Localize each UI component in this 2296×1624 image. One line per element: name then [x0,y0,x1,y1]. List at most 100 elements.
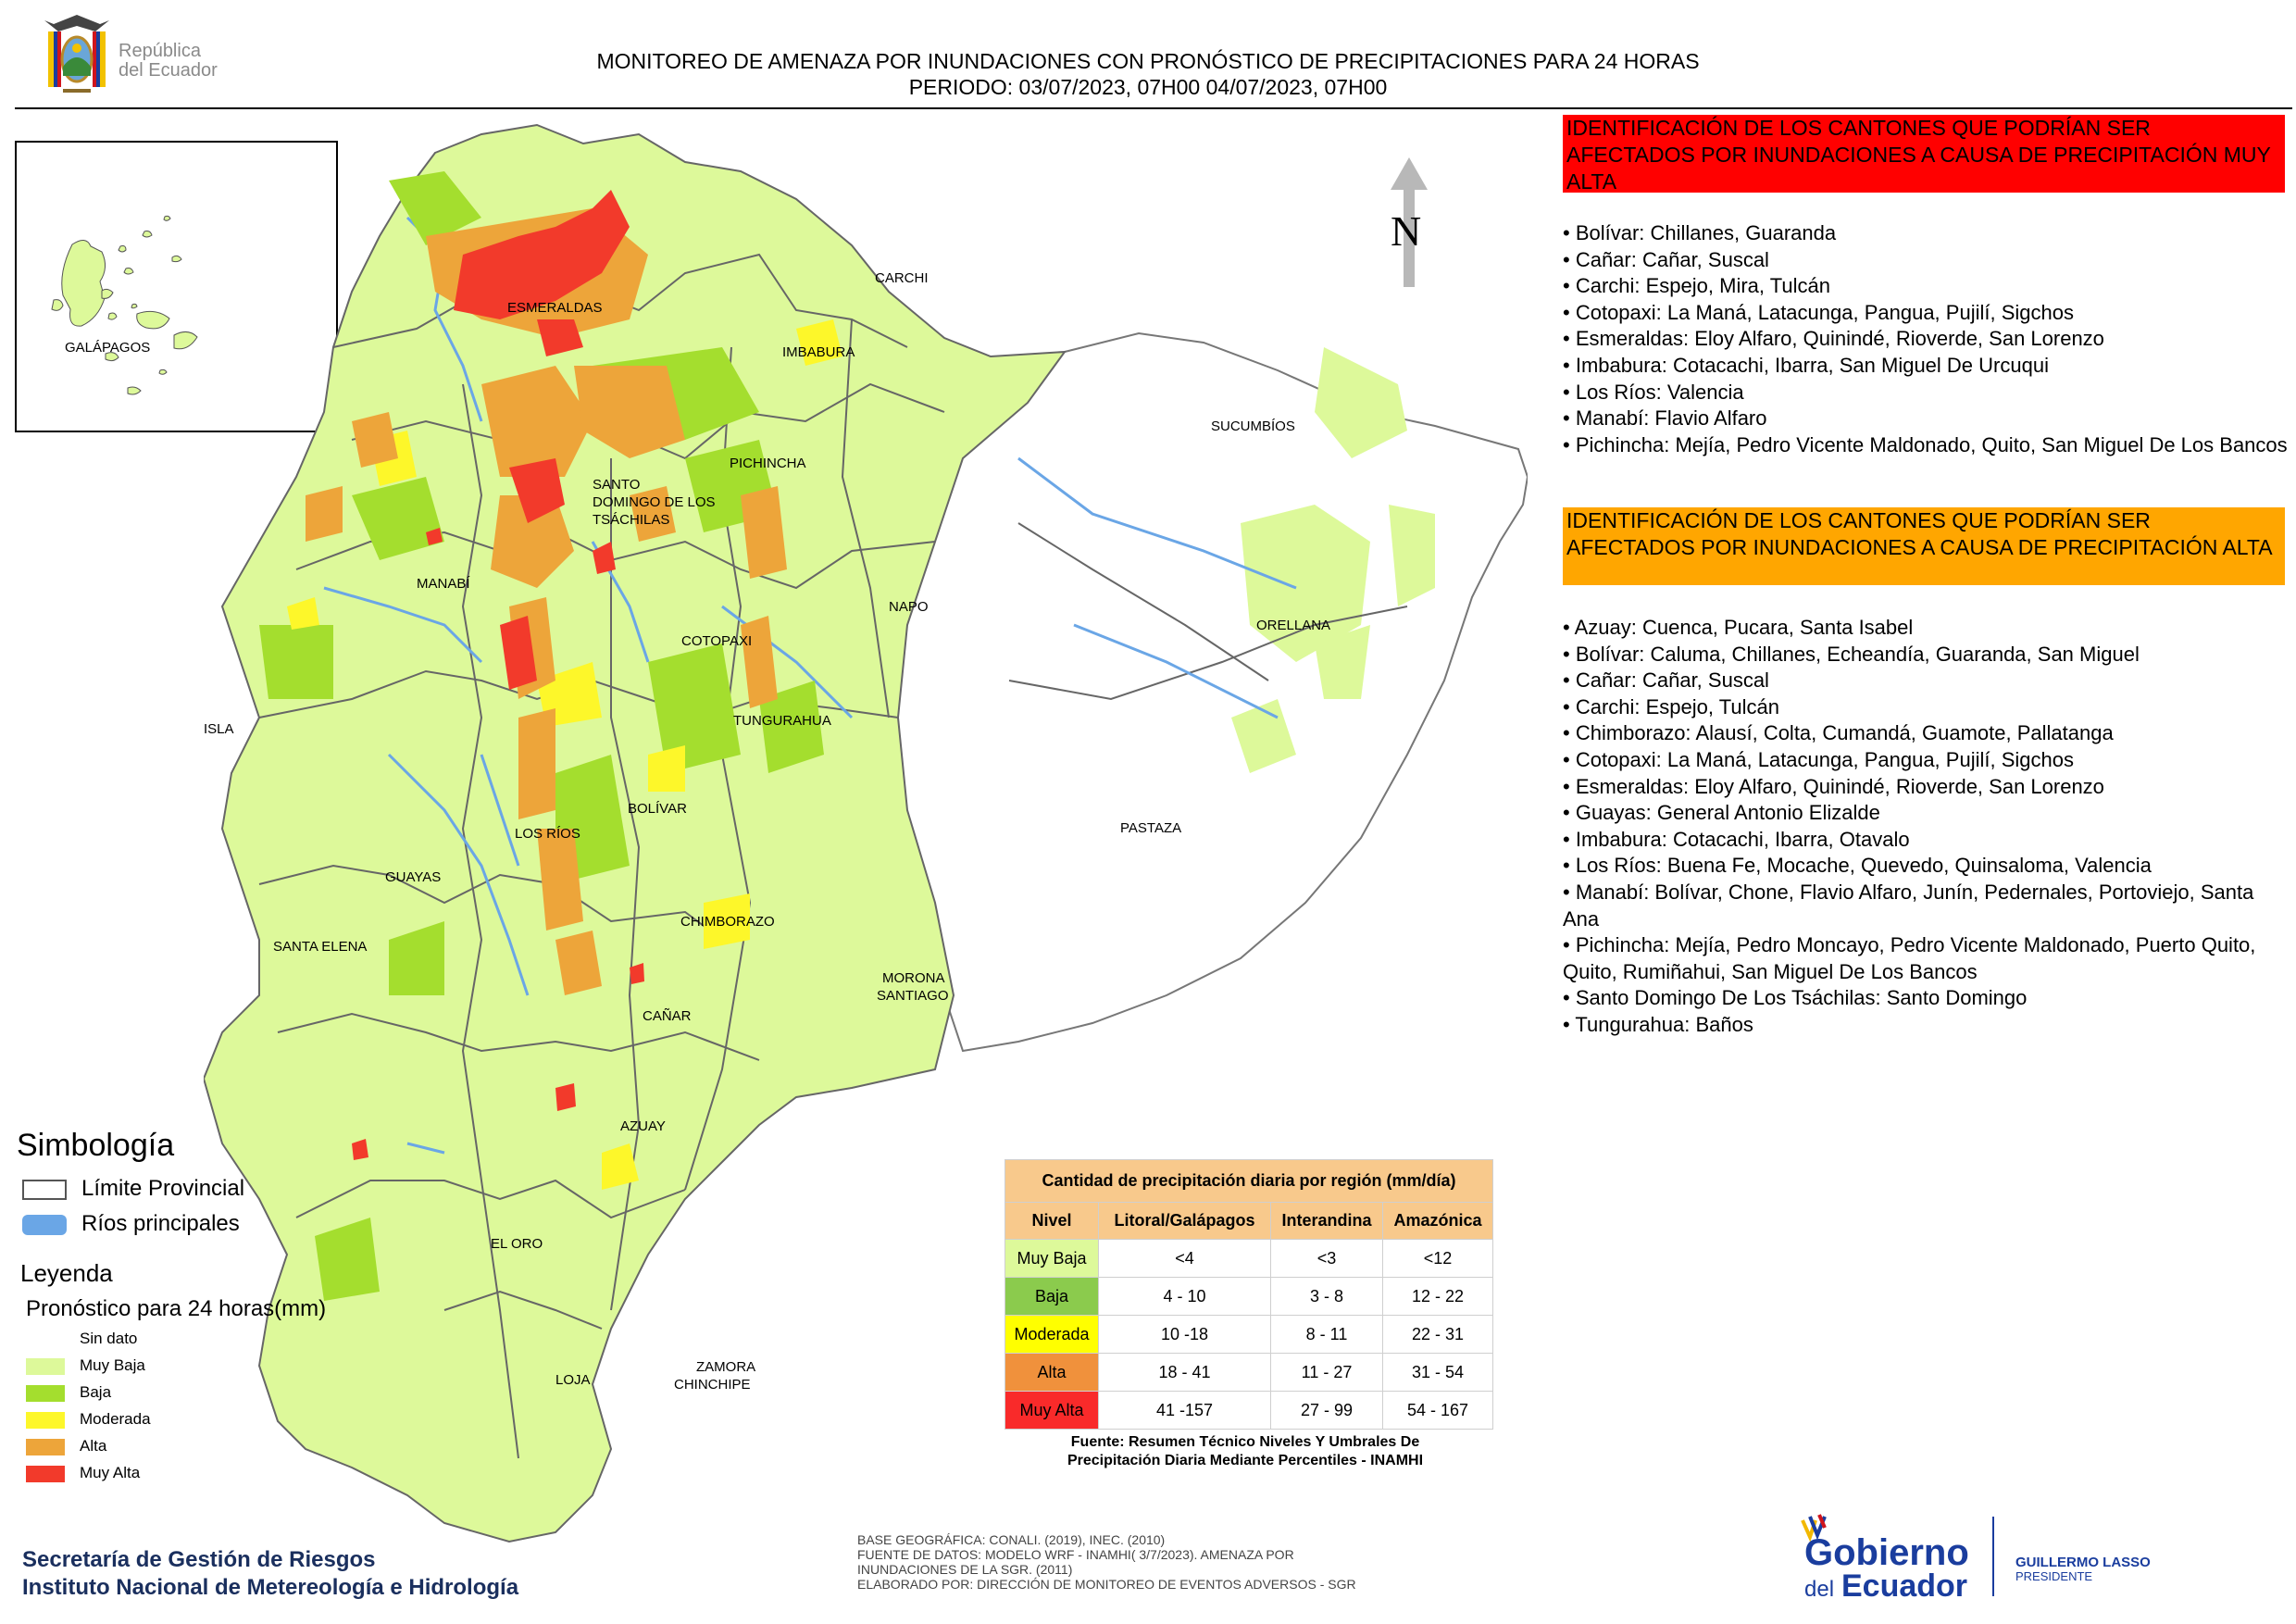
galapagos-inset: GALÁPAGOS [15,141,338,432]
table-header: Nivel [1004,1202,1099,1240]
list-item: Los Ríos: Buena Fe, Mocache, Quevedo, Qu… [1563,853,2294,880]
republic-line-1: República [119,41,201,61]
table-level-cell: Moderada [1004,1315,1099,1354]
symbology-rivers-row: Ríos principales [22,1211,240,1237]
legend-title: Leyenda [20,1259,113,1287]
table-title: Cantidad de precipitación diaria por reg… [1004,1159,1493,1203]
label-guayas: GUAYAS [385,869,441,885]
province-labels: ESMERALDAS CARCHI IMBABURA SUCUMBÍOS PIC… [204,270,1330,1393]
precipitation-patches [259,171,842,1301]
list-item: Tungurahua: Baños [1563,1012,2294,1039]
republic-label: República del Ecuador [119,42,218,81]
rivers-swatch [22,1214,67,1235]
label-chimborazo: CHIMBORAZO [680,914,775,930]
list-item: Carchi: Espejo, Tulcán [1563,694,2294,721]
legend-label: Muy Baja [80,1356,145,1374]
legend-swatch [26,1438,65,1455]
legend-subtitle: Pronóstico para 24 horas(mm) [26,1296,327,1321]
legend-label: Alta [80,1437,107,1455]
amazon-low-patches [1231,347,1435,773]
label-orellana: ORELLANA [1256,618,1330,633]
legend-row-muy-baja: Muy Baja [26,1355,145,1377]
table-cell: 10 -18 [1098,1315,1271,1354]
table-row: Moderada 10 -18 8 - 11 22 - 31 [1004,1315,1493,1354]
table-level-cell: Muy Baja [1004,1239,1099,1278]
label-esmeraldas: ESMERALDAS [507,300,603,316]
list-item: Cañar: Cañar, Suscal [1563,668,2294,694]
table-cell: <4 [1098,1239,1271,1278]
inset-galapagos-label: GALÁPAGOS [65,340,150,356]
data-sources-credit: BASE GEOGRÁFICA: CONALI. (2019), INEC. (… [857,1532,1356,1592]
table-cell: 3 - 8 [1270,1277,1383,1316]
label-morona-2: SANTIAGO [877,988,949,1004]
province-limit-swatch [22,1179,67,1200]
label-zamora-2: CHINCHIPE [674,1377,751,1393]
table-header: Interandina [1270,1202,1383,1240]
gob-line-2: del [1804,1577,1834,1602]
symbology-limit-row: Límite Provincial [22,1176,244,1202]
label-carchi: CARCHI [875,270,929,286]
title-line: MONITOREO DE AMENAZA POR INUNDACIONES CO… [596,49,1700,73]
label-isla: ISLA [204,721,234,737]
label-el-oro: EL ORO [491,1236,543,1252]
table-level-cell: Alta [1004,1353,1099,1392]
table-cell: <12 [1382,1239,1493,1278]
gob-line-3: Ecuador [1841,1568,1967,1604]
table-cell: <3 [1270,1239,1383,1278]
legend-swatch [26,1357,65,1375]
ecuador-coat-of-arms-logo [44,15,109,93]
republic-line-2: del Ecuador [119,60,218,81]
gobierno-del-ecuador-logo: Gobierno del Ecuador GUILLERMO LASSO PRE… [1801,1514,2151,1604]
table-cell: 41 -157 [1098,1391,1271,1430]
table-cell: 12 - 22 [1382,1277,1493,1316]
label-canar: CAÑAR [643,1008,692,1024]
table-cell: 54 - 167 [1382,1391,1493,1430]
table-row: Muy Baja <4 <3 <12 [1004,1239,1493,1278]
header-divider [15,107,2292,109]
province-limit-label: Límite Provincial [81,1176,245,1201]
label-santo-domingo-1: SANTO [593,477,640,493]
legend-row-alta: Alta [26,1435,106,1457]
rivers-label: Ríos principales [81,1211,240,1236]
org-line-2: Instituto Nacional de Metereología e Hid… [22,1575,519,1600]
label-zamora-1: ZAMORA [696,1359,755,1375]
north-arrow: N [1391,157,1428,287]
list-item: Manabí: Flavio Alfaro [1563,406,2294,432]
label-pichincha: PICHINCHA [730,456,806,471]
very-high-banner: IDENTIFICACIÓN DE LOS CANTONES QUE PODRÍ… [1563,115,2285,194]
symbology-title: Simbología [17,1128,175,1163]
legend-swatch [26,1384,65,1402]
list-item: Bolívar: Chillanes, Guaranda [1563,220,2294,247]
source-line-1: Fuente: Resumen Técnico Niveles Y Umbral… [1070,1434,1420,1450]
legend-row-moderada: Moderada [26,1408,151,1430]
label-loja: LOJA [555,1372,591,1388]
very-high-canton-list: Bolívar: Chillanes, Guaranda Cañar: Caña… [1563,220,2294,458]
galapagos-map: GALÁPAGOS [51,215,198,395]
list-item: Pichincha: Mejía, Pedro Moncayo, Pedro V… [1563,932,2294,985]
legend-row-baja: Baja [26,1381,111,1404]
list-item: Azuay: Cuenca, Pucara, Santa Isabel [1563,615,2294,642]
base-line-4: ELABORADO POR: DIRECCIÓN DE MONITOREO DE… [857,1577,1356,1592]
label-santo-domingo-2: DOMINGO DE LOS [593,494,716,510]
list-item: Carchi: Espejo, Mira, Tulcán [1563,273,2294,300]
base-line-2: FUENTE DE DATOS: MODELO WRF - INAMHI( 3/… [857,1547,1294,1562]
label-santa-elena: SANTA ELENA [273,939,367,955]
label-bolivar: BOLÍVAR [628,801,687,817]
label-santo-domingo-3: TSÁCHILAS [593,512,669,528]
list-item: Guayas: General Antonio Elizalde [1563,800,2294,827]
legend-swatch [26,1330,65,1348]
precipitation-thresholds-table: Cantidad de precipitación diaria por reg… [1004,1159,1493,1430]
list-item: Imbabura: Cotacachi, Ibarra, Otavalo [1563,827,2294,854]
table-row: Muy Alta 41 -157 27 - 99 54 - 167 [1004,1391,1493,1430]
north-label: N [1391,207,1421,255]
table-cell: 27 - 99 [1270,1391,1383,1430]
list-item: Cotopaxi: La Maná, Latacunga, Pangua, Pu… [1563,747,2294,774]
table-header: Litoral/Galápagos [1098,1202,1271,1240]
high-canton-list: Azuay: Cuenca, Pucara, Santa Isabel Bolí… [1563,615,2294,1039]
label-morona-1: MORONA [882,970,945,986]
legend-label: Baja [80,1383,112,1401]
legend-label: Sin dato [80,1330,138,1347]
list-item: Pichincha: Mejía, Pedro Vicente Maldonad… [1563,432,2294,459]
list-item: Manabí: Bolívar, Chone, Flavio Alfaro, J… [1563,880,2294,932]
table-cell: 18 - 41 [1098,1353,1271,1392]
